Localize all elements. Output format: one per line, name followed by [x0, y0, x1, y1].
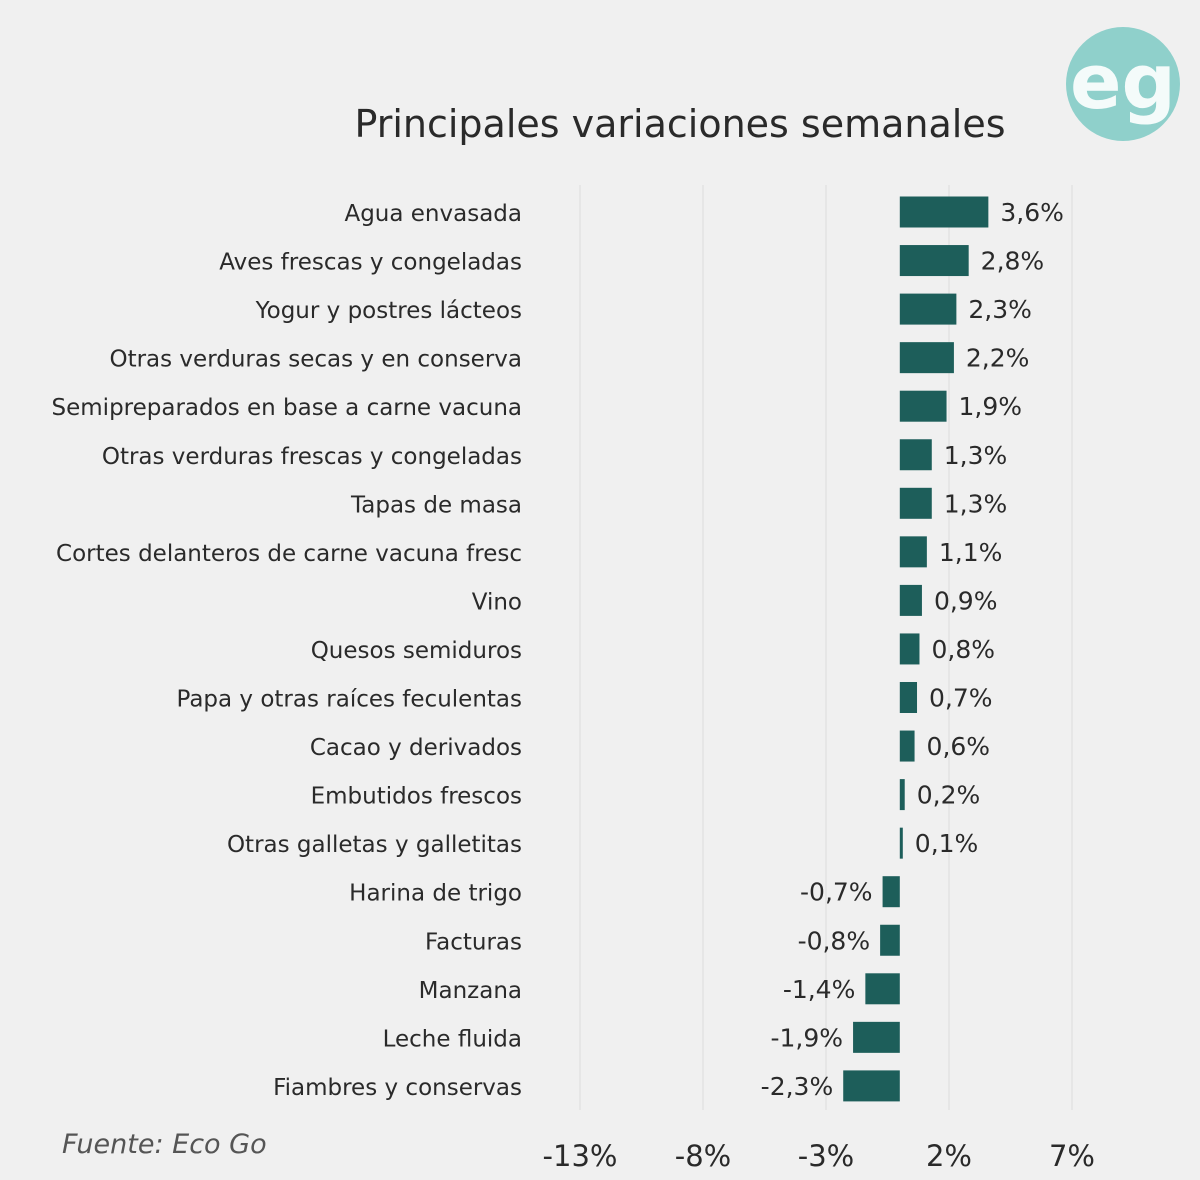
bar: [880, 924, 900, 956]
data-label: 1,1%: [939, 538, 1003, 567]
bar: [899, 584, 922, 616]
data-label: -0,7%: [800, 878, 873, 907]
data-label: -2,3%: [761, 1072, 834, 1101]
data-label: 1,3%: [944, 489, 1008, 518]
bar: [899, 827, 903, 859]
x-tick-label: 2%: [926, 1139, 972, 1173]
bar: [865, 973, 900, 1005]
data-label: 2,3%: [968, 295, 1032, 324]
category-label: Fiambres y conservas: [273, 1075, 522, 1101]
category-label: Leche fluida: [383, 1026, 522, 1052]
category-label: Harina de trigo: [349, 881, 522, 907]
data-label: 1,9%: [959, 392, 1023, 421]
category-label: Otras verduras secas y en conserva: [109, 347, 522, 373]
x-tick-label: -13%: [543, 1139, 618, 1173]
data-label: 2,8%: [981, 247, 1045, 276]
category-label: Otras galletas y galletitas: [227, 832, 522, 858]
data-label: 0,1%: [915, 829, 979, 858]
category-label: Quesos semiduros: [311, 638, 522, 664]
x-tick-label: -3%: [798, 1139, 854, 1173]
data-label: 0,8%: [931, 635, 995, 664]
bar: [899, 342, 954, 374]
category-label: Aves frescas y congeladas: [219, 250, 522, 276]
bar: [899, 682, 918, 713]
data-label: -1,9%: [771, 1023, 844, 1052]
bar: [899, 487, 932, 519]
category-label: Yogur y postres lácteos: [255, 298, 522, 324]
x-tick-label: 7%: [1049, 1139, 1095, 1173]
logo-text: eg: [1070, 37, 1176, 126]
data-label: 3,6%: [1000, 198, 1064, 227]
source-note: Fuente: Eco Go: [62, 1129, 267, 1160]
chart-title: Principales variaciones semanales: [354, 102, 1005, 146]
bar: [899, 196, 989, 228]
category-label: Otras verduras frescas y congeladas: [102, 444, 522, 470]
category-label: Cortes delanteros de carne vacuna fresc: [56, 541, 522, 567]
category-label: Vino: [472, 589, 522, 615]
bar: [899, 293, 957, 325]
bar: [899, 245, 969, 277]
bar: [899, 779, 905, 811]
logo-circle: [1066, 27, 1180, 141]
bar: [899, 633, 920, 665]
data-label: 1,3%: [944, 441, 1008, 470]
data-label: -0,8%: [798, 926, 871, 955]
bar: [899, 390, 947, 422]
category-label: Facturas: [425, 929, 522, 955]
bar: [899, 439, 932, 471]
data-label: -1,4%: [783, 975, 856, 1004]
data-label: 0,9%: [934, 586, 998, 615]
x-tick-label: -8%: [675, 1139, 731, 1173]
bar: [843, 1070, 900, 1102]
data-label: 2,2%: [966, 344, 1030, 373]
data-label: 0,6%: [927, 732, 991, 761]
data-label: 0,2%: [917, 781, 981, 810]
category-label: Agua envasada: [344, 201, 522, 227]
category-label: Cacao y derivados: [310, 735, 522, 761]
data-label: 0,7%: [929, 684, 993, 713]
category-label: Semipreparados en base a carne vacuna: [52, 395, 522, 421]
category-label: Papa y otras raíces feculentas: [176, 687, 522, 713]
eco-go-logo: eg: [1066, 27, 1180, 141]
bar: [882, 876, 900, 908]
bar: [899, 536, 927, 568]
category-label: Tapas de masa: [350, 492, 522, 518]
category-label: Embutidos frescos: [311, 784, 522, 810]
bar: [899, 730, 915, 762]
category-label: Manzana: [419, 978, 522, 1004]
bar: [853, 1021, 900, 1053]
